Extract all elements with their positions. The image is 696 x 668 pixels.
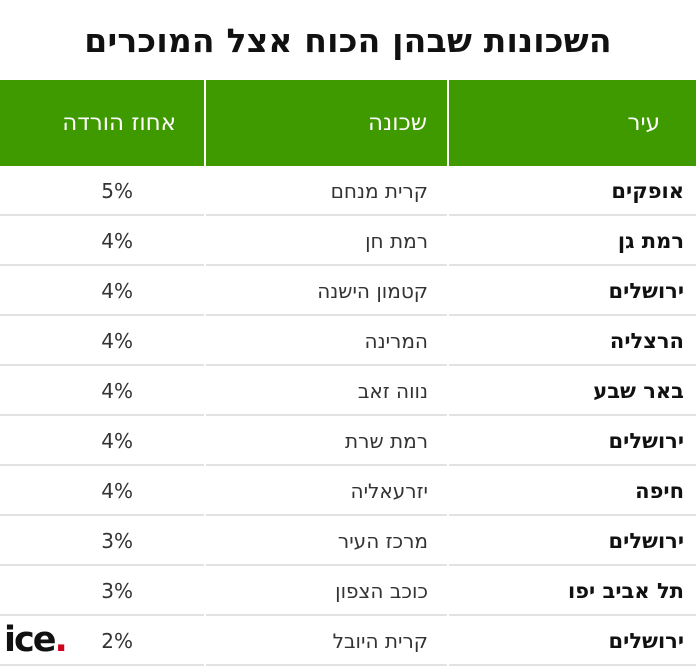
discount-cell: 4% (0, 368, 204, 416)
ice-logo: ice. (4, 620, 68, 660)
city-cell: תל אביב יפו (449, 568, 696, 616)
table-row: ירושלים רמת שרת 4% (0, 416, 696, 466)
discount-value: 4% (101, 379, 133, 403)
page-title: השכונות שבהן הכוח אצל המוכרים (84, 20, 612, 60)
header-discount: אחוז הורדה (0, 80, 204, 166)
table-row: תל אביב יפו כוכב הצפון 3% (0, 566, 696, 616)
city-cell: רמת גן (449, 218, 696, 266)
discount-value: 4% (101, 229, 133, 253)
table-row: רמת גן רמת חן 4% (0, 216, 696, 266)
city-cell: ירושלים (449, 418, 696, 466)
discount-cell: 4% (0, 468, 204, 516)
discount-value: 4% (101, 429, 133, 453)
table-row: באר שבע נווה זאב 4% (0, 366, 696, 416)
discount-cell: 4% (0, 218, 204, 266)
discount-value: 2% (101, 629, 133, 653)
neighborhood-cell: כוכב הצפון (206, 568, 447, 616)
discount-cell: 4% (0, 268, 204, 316)
city-cell: חיפה (449, 468, 696, 516)
neighborhood-cell: קטמון הישנה (206, 268, 447, 316)
city-cell: ירושלים (449, 268, 696, 316)
neighborhood-cell: רמת שרת (206, 418, 447, 466)
discount-cell: 3% (0, 518, 204, 566)
neighborhood-cell: יזרעאליה (206, 468, 447, 516)
discount-cell: 5% (0, 168, 204, 216)
discount-cell: 4% (0, 418, 204, 466)
city-cell: אופקים (449, 168, 696, 216)
table-row: אופקים קרית מנחם 5% (0, 166, 696, 216)
table-row: ירושלים מרכז העיר 3% (0, 516, 696, 566)
city-cell: ירושלים (449, 618, 696, 666)
table-header: עיר שכונה אחוז הורדה (0, 80, 696, 166)
discount-cell: 4% (0, 318, 204, 366)
neighborhood-cell: קרית מנחם (206, 168, 447, 216)
table-row: חיפה יזרעאליה 4% (0, 466, 696, 516)
city-cell: באר שבע (449, 368, 696, 416)
city-cell: הרצליה (449, 318, 696, 366)
neighborhood-cell: רמת חן (206, 218, 447, 266)
logo-text: ice (4, 620, 57, 660)
discount-value: 3% (101, 529, 133, 553)
table-row: ירושלים קרית היובל 2% (0, 616, 696, 666)
discount-value: 3% (101, 579, 133, 603)
table-row: ירושלים קטמון הישנה 4% (0, 266, 696, 316)
discount-value: 4% (101, 279, 133, 303)
discount-value: 4% (101, 329, 133, 353)
header-neighborhood: שכונה (206, 80, 447, 166)
data-table: עיר שכונה אחוז הורדה אופקים קרית מנחם 5%… (0, 80, 696, 666)
discount-cell: 2% (0, 618, 204, 666)
discount-cell: 3% (0, 568, 204, 616)
neighborhood-cell: נווה זאב (206, 368, 447, 416)
table-row: הרצליה המרינה 4% (0, 316, 696, 366)
neighborhood-cell: מרכז העיר (206, 518, 447, 566)
neighborhood-cell: המרינה (206, 318, 447, 366)
city-cell: ירושלים (449, 518, 696, 566)
logo-dot: . (54, 620, 67, 660)
neighborhood-cell: קרית היובל (206, 618, 447, 666)
discount-value: 5% (101, 179, 133, 203)
header-city: עיר (449, 80, 696, 166)
discount-value: 4% (101, 479, 133, 503)
